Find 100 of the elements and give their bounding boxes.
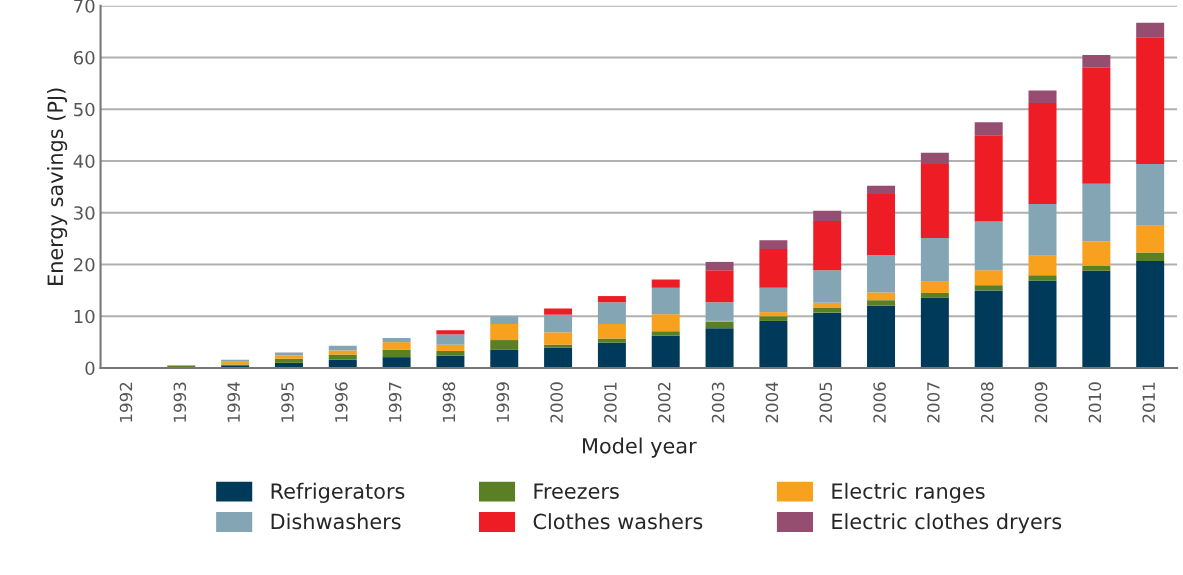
bar <box>382 337 411 343</box>
bar <box>274 358 303 363</box>
bar <box>597 338 626 343</box>
bar <box>867 194 896 256</box>
bar <box>436 350 465 356</box>
bar <box>1136 260 1165 368</box>
y-tick-label: 0 <box>85 361 95 376</box>
bar <box>597 342 626 368</box>
bar <box>1028 280 1057 368</box>
x-tick-label: 2004 <box>765 382 779 423</box>
bar <box>920 152 949 165</box>
bar <box>813 221 842 271</box>
bar <box>1082 54 1111 68</box>
legend-label: Clothes washers <box>533 513 703 530</box>
x-tick-label: 2003 <box>711 382 725 423</box>
x-tick-label: 2011 <box>1142 382 1156 423</box>
y-tick-label: 20 <box>74 257 95 272</box>
x-tick-label: 1993 <box>173 382 187 422</box>
bar <box>974 270 1003 286</box>
bar <box>382 357 411 368</box>
x-tick-label: 2006 <box>873 382 886 423</box>
bar <box>1136 37 1165 165</box>
y-tick-label: 60 <box>73 50 95 65</box>
bar <box>597 302 626 325</box>
bar <box>1028 255 1057 276</box>
bar <box>867 185 896 195</box>
x-tick-label: 1999 <box>496 382 510 422</box>
x-tick-label: 1995 <box>281 382 294 422</box>
bar <box>490 316 519 325</box>
bar <box>1028 275 1057 281</box>
legend-label: Electric clothes dryers <box>832 513 1062 534</box>
x-tick-label: 2007 <box>927 382 940 423</box>
y-axis-title: Energy savings (PJ) <box>47 88 68 285</box>
bar <box>328 350 357 355</box>
bar <box>705 328 734 368</box>
x-tick-label: 2005 <box>819 382 833 423</box>
bar <box>759 316 788 321</box>
bar <box>651 314 680 332</box>
bar <box>382 349 411 358</box>
bar <box>436 344 465 351</box>
bar <box>759 248 788 288</box>
x-tick-label: 1996 <box>335 382 348 422</box>
bar <box>544 332 573 345</box>
bar <box>1028 90 1057 104</box>
x-tick-label: 2001 <box>604 382 617 423</box>
bar <box>920 292 949 298</box>
bar <box>813 307 842 313</box>
bar <box>597 324 626 339</box>
bar <box>920 238 949 282</box>
x-tick-label: 1992 <box>119 382 133 422</box>
bar <box>974 122 1003 136</box>
bar <box>328 354 357 360</box>
bar <box>867 305 896 368</box>
bar <box>1136 22 1165 38</box>
bar <box>1082 183 1111 242</box>
x-axis-title: Model year <box>583 437 697 458</box>
bar <box>1082 241 1111 267</box>
x-tick-label: 1997 <box>388 382 402 422</box>
bar <box>920 164 949 239</box>
bar <box>651 335 680 368</box>
bar <box>651 287 680 315</box>
bar <box>544 314 573 333</box>
bar <box>1028 203 1057 256</box>
bar <box>705 261 734 271</box>
bar <box>920 297 949 368</box>
bar <box>705 321 734 329</box>
bar <box>813 210 842 222</box>
bar <box>759 320 788 368</box>
bar <box>705 270 734 303</box>
legend-label: Dishwashers <box>271 513 401 530</box>
bar <box>436 334 465 345</box>
bar <box>759 240 788 249</box>
bar <box>867 255 896 293</box>
x-tick-label: 2008 <box>980 382 994 423</box>
bar <box>705 302 734 321</box>
x-tick-label: 2010 <box>1088 382 1102 423</box>
bar <box>974 135 1003 222</box>
legend-label: Freezers <box>534 483 619 499</box>
bar <box>436 330 465 335</box>
bar <box>974 285 1003 291</box>
bar <box>759 312 788 317</box>
bar <box>867 292 896 301</box>
bar <box>920 281 949 293</box>
bar <box>974 290 1003 368</box>
bar <box>544 308 573 315</box>
legend-label: Refrigerators <box>271 482 405 503</box>
bar <box>813 270 842 303</box>
y-tick-label: 50 <box>74 102 95 117</box>
bar <box>1136 252 1165 261</box>
y-tick-label: 40 <box>73 154 95 169</box>
y-tick-label: 70 <box>74 0 95 13</box>
bar <box>1136 164 1165 226</box>
x-tick-label: 2002 <box>657 382 671 423</box>
bar <box>490 324 519 341</box>
bar <box>382 342 411 350</box>
legend-label: Electric ranges <box>832 482 985 503</box>
x-tick-label: 2009 <box>1034 382 1048 423</box>
bar <box>544 344 573 348</box>
bar <box>1082 270 1111 368</box>
bar <box>1082 266 1111 271</box>
